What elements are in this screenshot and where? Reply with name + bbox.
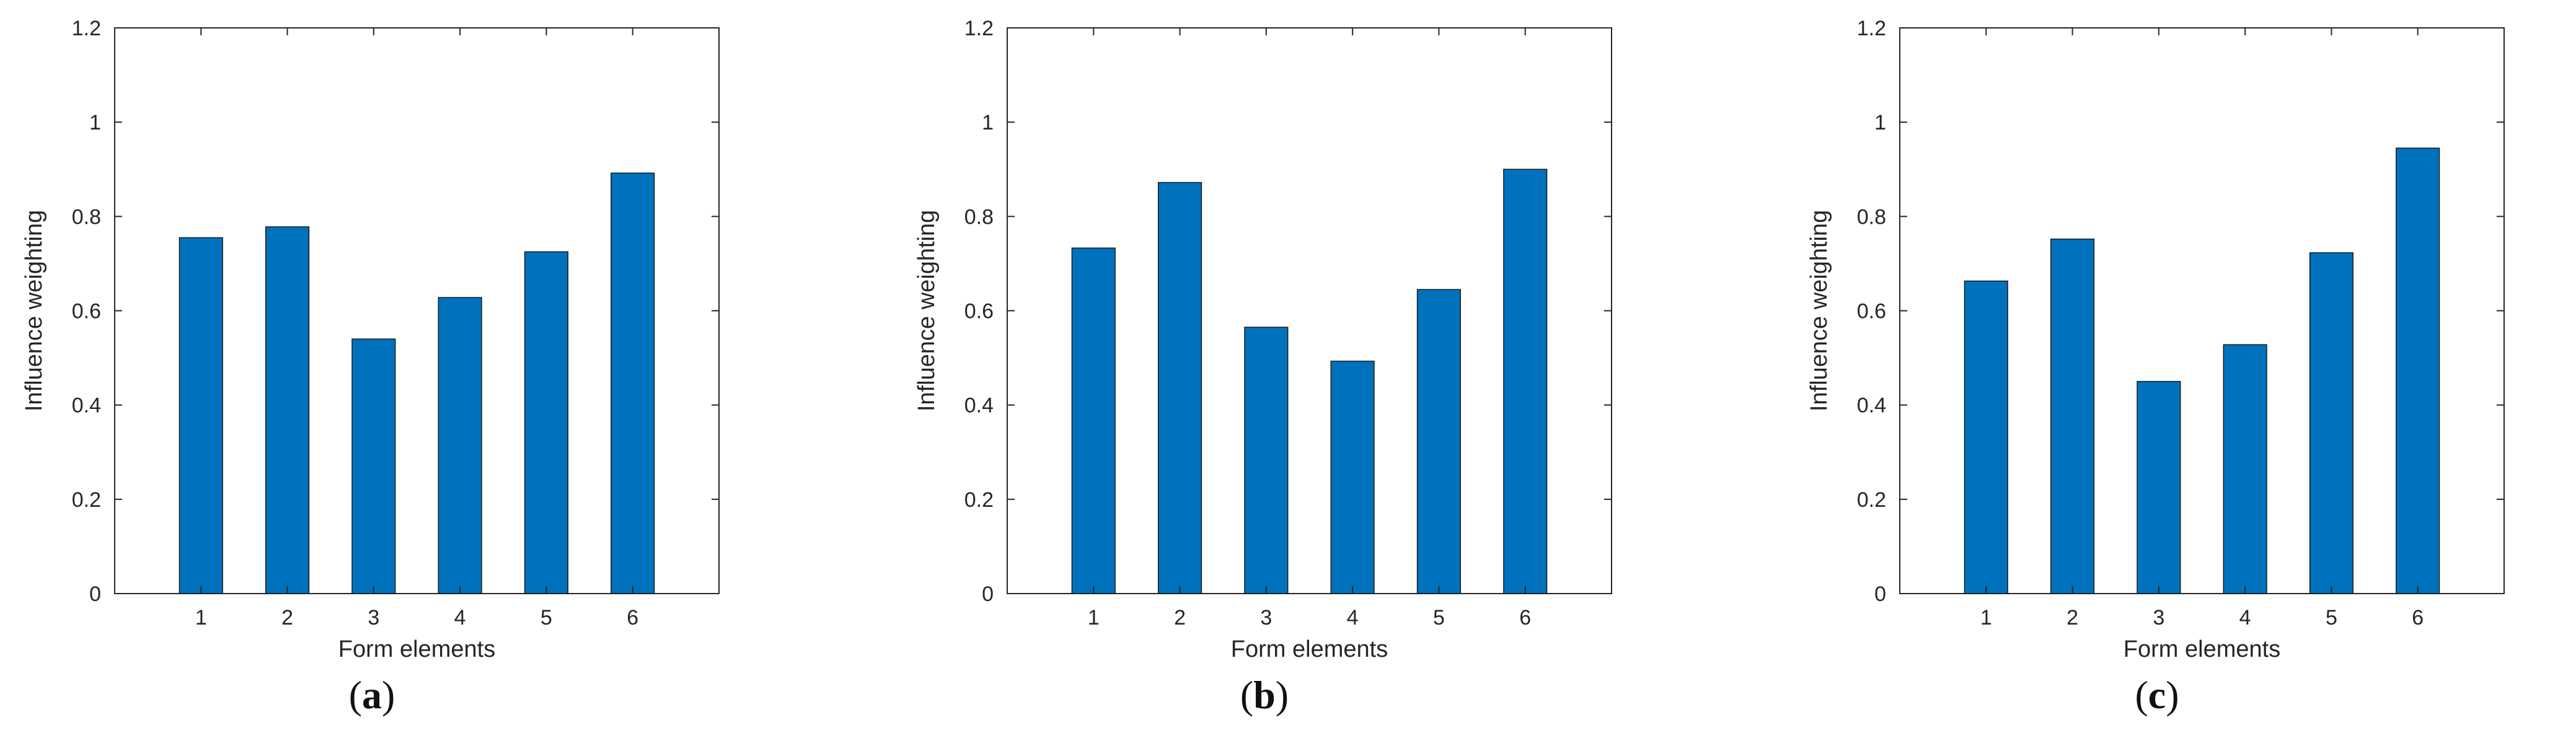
- caption-label-c: c: [2148, 673, 2166, 717]
- caption-label-a: a: [362, 673, 382, 717]
- bar-chart-a: 0 0.2 0.4 0.6 0.8 1 1.2 1 2 3 4 5 6 Form elements Infl…: [21, 17, 720, 662]
- bar-5: [1416, 289, 1461, 594]
- x-tick-label: 4: [454, 606, 466, 630]
- bar-6: [2396, 147, 2440, 594]
- bar-chart-c: 0 0.2 0.4 0.6 0.8 1 1.2 1 2 3 4 5 6 Form elements Infl…: [1806, 17, 2505, 662]
- bar-3: [351, 338, 396, 594]
- bar-4: [1330, 361, 1375, 594]
- chart-panel-a: 0 0.2 0.4 0.6 0.8 1 1.2 1 2 3 4 5 6 Form elements Infl…: [0, 0, 868, 746]
- chart-panel-c: 0 0.2 0.4 0.6 0.8 1 1.2 1 2 3 4 5 6 Form elements Infl…: [1785, 0, 2576, 746]
- caption-b: (b): [1240, 673, 1289, 717]
- chart-panel-b: 0 0.2 0.4 0.6 0.8 1 1.2 1 2 3 4 5 6 Form elements Infl…: [893, 0, 1760, 746]
- y-axis-label: Influence weighting: [914, 210, 940, 411]
- x-axis-label: Form elements: [1231, 636, 1388, 662]
- bar-2: [1158, 182, 1202, 594]
- x-tick-label: 6: [627, 606, 638, 630]
- bar-1: [1071, 247, 1116, 594]
- y-tick-label: 0.2: [1857, 488, 1886, 512]
- bar-6: [611, 172, 655, 594]
- y-tick-label: 0.4: [72, 394, 101, 418]
- bar-1: [1964, 280, 2008, 594]
- x-tick-label: 5: [1433, 606, 1445, 630]
- y-tick-label: 0.4: [964, 394, 994, 418]
- y-tick-label: 0.6: [964, 300, 994, 323]
- bar-3: [2137, 380, 2181, 594]
- x-tick-label: 2: [2067, 606, 2078, 630]
- bar-2: [2050, 239, 2095, 594]
- caption-label-b: b: [1253, 673, 1276, 717]
- caption-c: (c): [2135, 673, 2179, 717]
- x-tick-label: 4: [2239, 606, 2251, 630]
- bar-4: [438, 297, 482, 594]
- x-tick-label: 1: [1088, 606, 1100, 630]
- y-tick-label: 1.2: [72, 17, 101, 40]
- x-axis-label: Form elements: [2124, 636, 2280, 662]
- x-tick-label: 6: [1519, 606, 1531, 630]
- bar-5: [2309, 252, 2353, 594]
- bar-6: [1503, 169, 1548, 594]
- x-tick-label: 2: [1174, 606, 1186, 630]
- caption-a: (a): [348, 673, 395, 717]
- x-tick-label: 5: [540, 606, 552, 630]
- y-tick-label: 0.2: [964, 488, 994, 512]
- y-tick-label: 0.6: [1857, 300, 1886, 323]
- bar-5: [524, 251, 568, 594]
- x-axis-label: Form elements: [338, 636, 495, 662]
- y-axis-label: Influence weighting: [1806, 210, 1832, 411]
- y-tick-label: 1.2: [1857, 17, 1886, 40]
- x-tick-label: 1: [195, 606, 207, 630]
- bar-2: [265, 226, 310, 594]
- y-tick-label: 0.4: [1857, 394, 1886, 418]
- bar-3: [1244, 327, 1289, 594]
- bar-1: [179, 237, 223, 594]
- y-tick-label: 1: [1874, 111, 1886, 134]
- bar-chart-b: 0 0.2 0.4 0.6 0.8 1 1.2 1 2 3 4 5 6 Form elements Infl…: [914, 17, 1612, 662]
- y-tick-label: 1.2: [964, 17, 994, 40]
- y-tick-label: 0: [982, 582, 994, 606]
- y-axis-label: Influence weighting: [21, 210, 47, 411]
- x-tick-label: 4: [1347, 606, 1359, 630]
- y-tick-label: 0.8: [964, 205, 994, 229]
- x-tick-label: 2: [281, 606, 293, 630]
- y-tick-label: 0.8: [72, 205, 101, 229]
- y-tick-label: 0.2: [72, 488, 101, 512]
- x-tick-label: 3: [368, 606, 379, 630]
- bar-4: [2223, 344, 2267, 594]
- x-tick-label: 5: [2326, 606, 2337, 630]
- x-tick-label: 1: [1980, 606, 1992, 630]
- y-tick-label: 1: [89, 111, 101, 134]
- y-tick-label: 0.8: [1857, 205, 1886, 229]
- x-tick-label: 3: [1260, 606, 1272, 630]
- y-tick-label: 1: [982, 111, 994, 134]
- x-tick-label: 3: [2153, 606, 2164, 630]
- y-tick-label: 0: [1874, 582, 1886, 606]
- x-tick-label: 6: [2412, 606, 2424, 630]
- y-tick-label: 0: [89, 582, 101, 606]
- y-tick-label: 0.6: [72, 300, 101, 323]
